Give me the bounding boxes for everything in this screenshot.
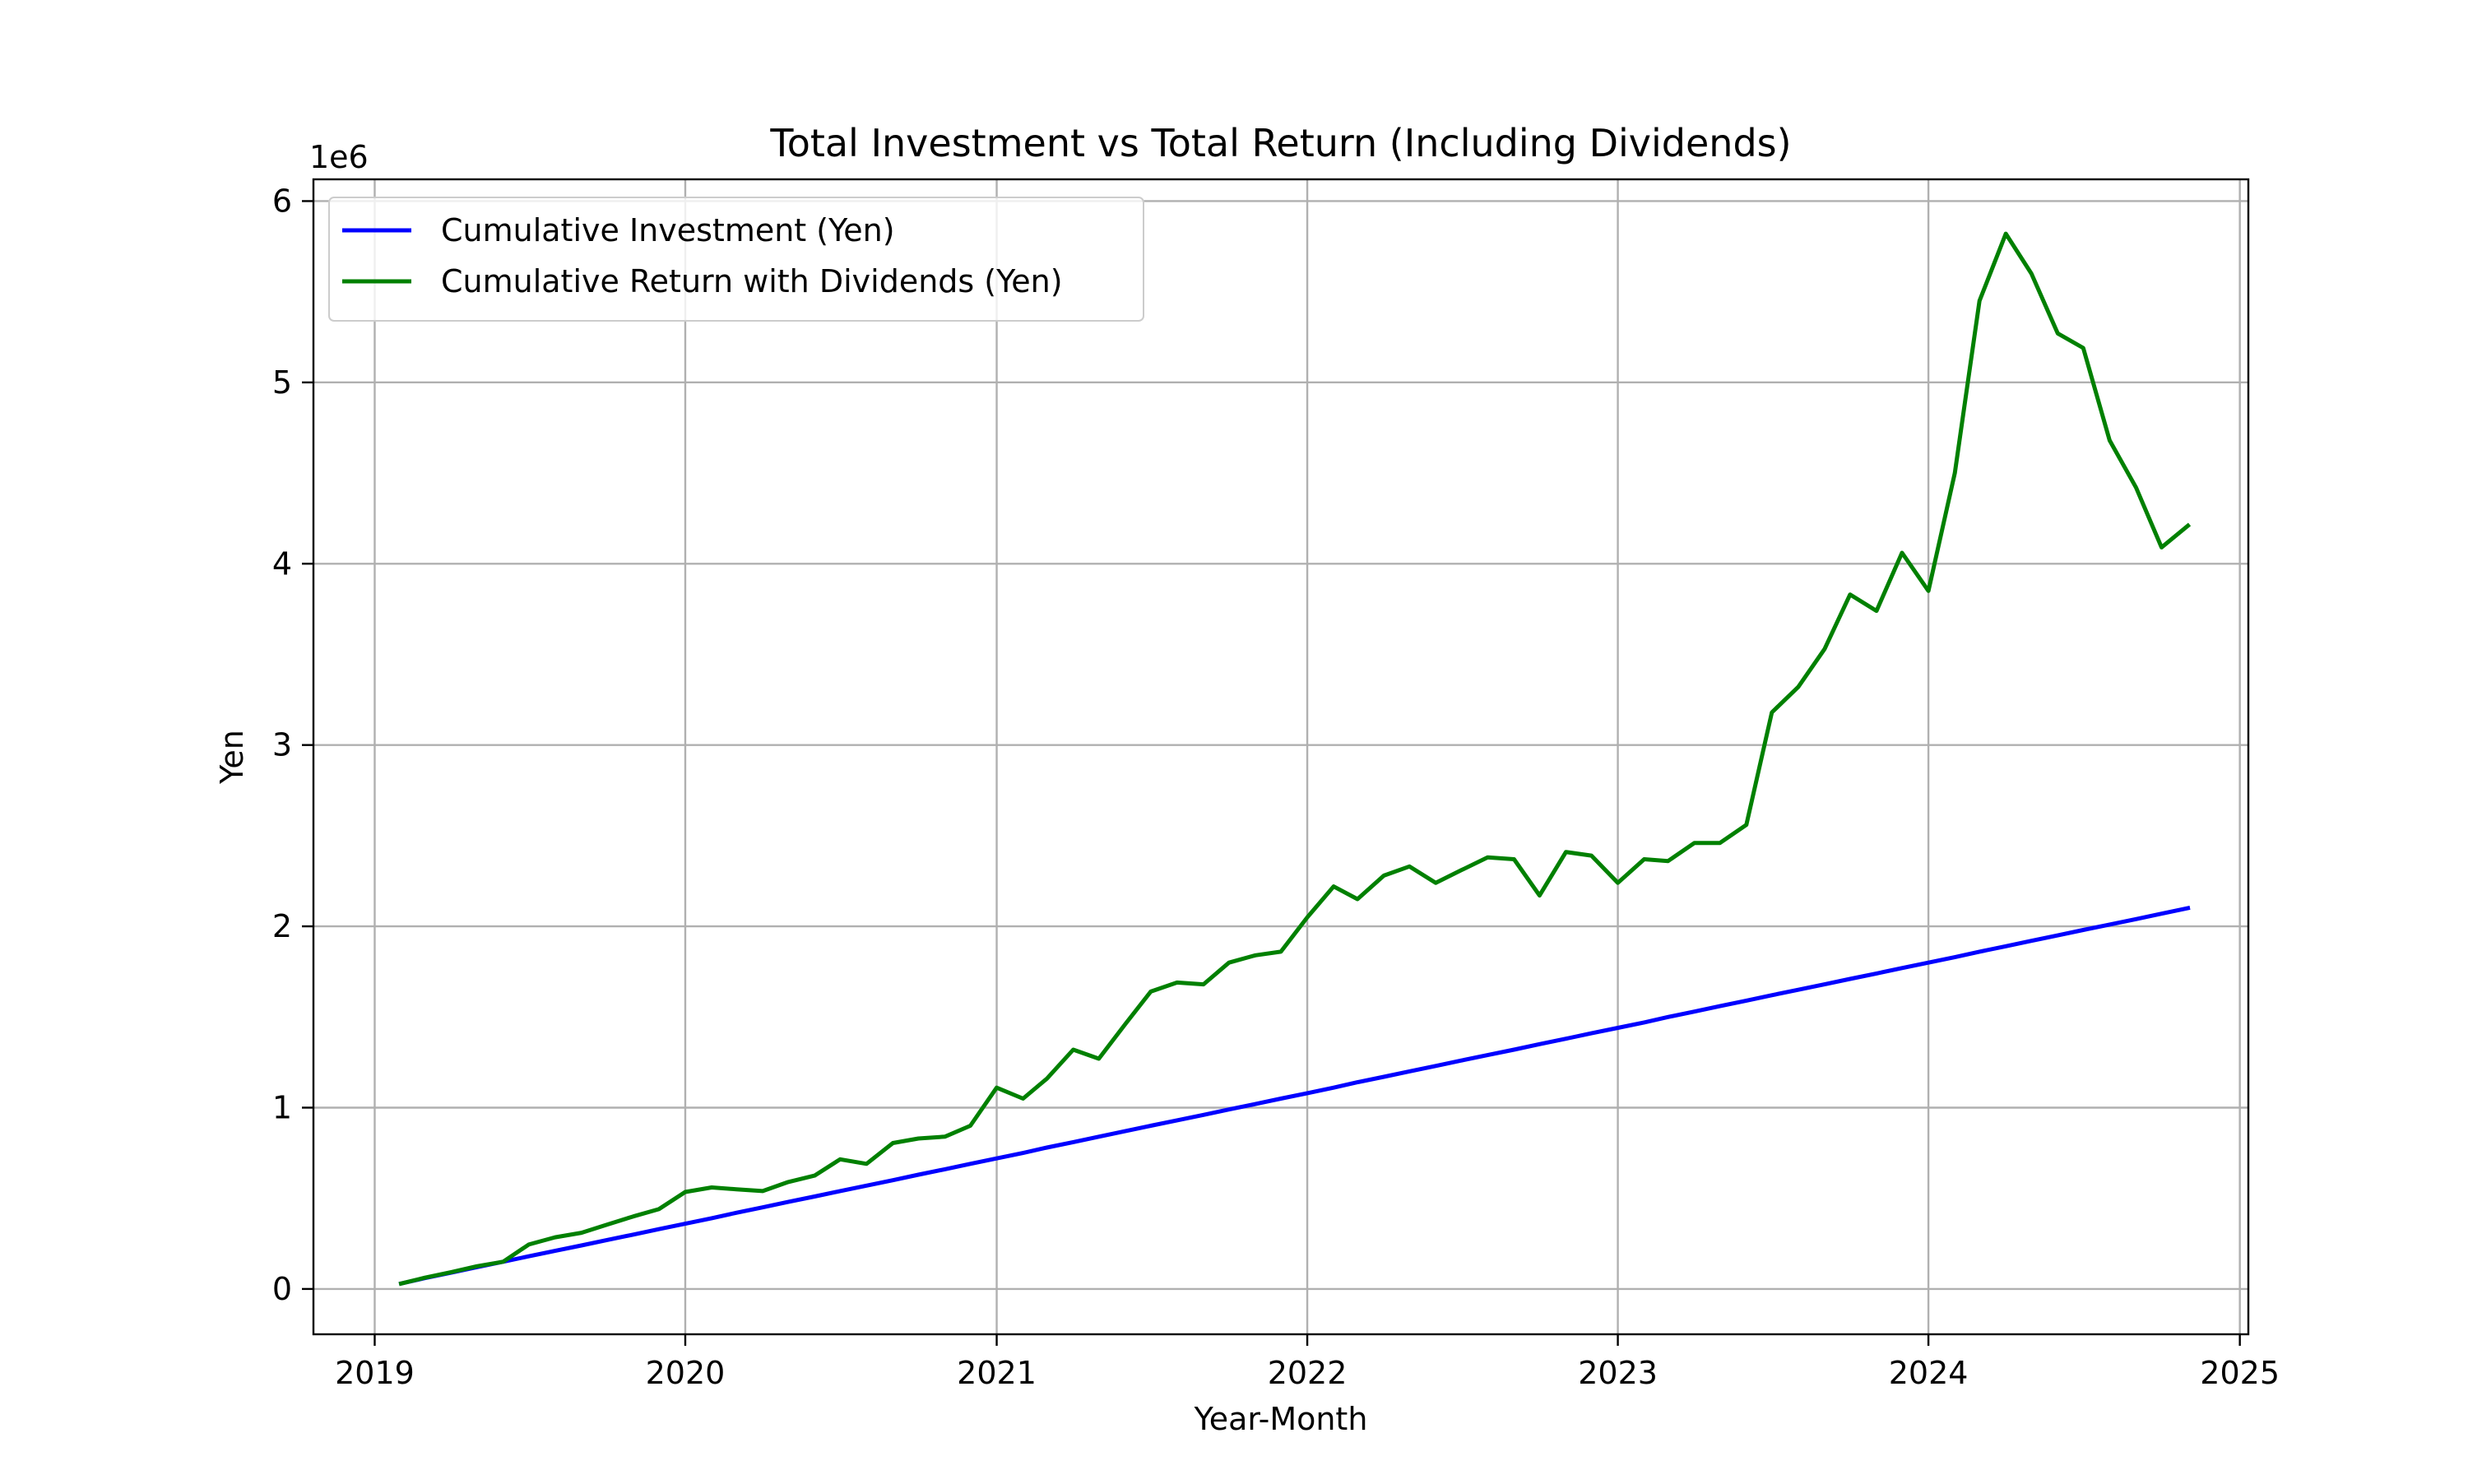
x-tick-label: 2020 [646, 1355, 726, 1391]
series-lines [398, 231, 2192, 1287]
y-tick-label: 3 [272, 727, 292, 763]
y-axis-label: Yen [214, 730, 250, 785]
y-tick-label: 1 [272, 1089, 292, 1125]
x-tick-label: 2023 [1578, 1355, 1658, 1391]
y-tick-label: 6 [272, 183, 292, 219]
x-tick-label: 2024 [1889, 1355, 1969, 1391]
legend-label-2: Cumulative Return with Dividends (Yen) [441, 263, 1063, 299]
legend: Cumulative Investment (Yen) Cumulative Re… [328, 197, 1144, 322]
x-tick-label: 2022 [1268, 1355, 1348, 1391]
legend-box [328, 197, 1144, 322]
axis-ticks: 2019 2020 2021 2022 2023 2024 2025 0 1 2 3 4 5 6 [272, 183, 2280, 1391]
x-tick-label: 2021 [957, 1355, 1037, 1391]
series-line-1 [398, 906, 2191, 1287]
plot-area-frame [312, 178, 2250, 1336]
y-axis-offset-label: 1e6 [309, 139, 369, 175]
x-axis-label: Year-Month [1194, 1401, 1368, 1437]
y-tick-label: 5 [272, 364, 292, 401]
grid [313, 179, 2248, 1334]
y-tick-label: 2 [272, 908, 292, 944]
series-line-2 [398, 231, 2192, 1287]
y-tick-label: 0 [272, 1271, 292, 1307]
chart-title: Total Investment vs Total Return (Includ… [769, 121, 1791, 165]
y-tick-label: 4 [272, 545, 292, 582]
x-tick-label: 2025 [2200, 1355, 2280, 1391]
legend-label-1: Cumulative Investment (Yen) [441, 212, 895, 248]
x-tick-label: 2019 [335, 1355, 415, 1391]
